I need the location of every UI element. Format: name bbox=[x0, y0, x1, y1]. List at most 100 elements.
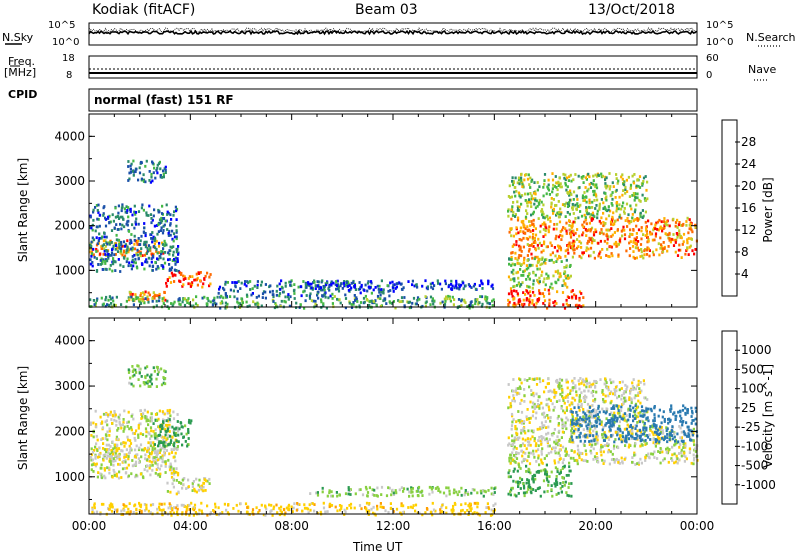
velocity-echo-cell bbox=[95, 462, 98, 466]
velocity-echo-cell bbox=[511, 399, 514, 403]
velocity-echo-cell bbox=[135, 371, 138, 374]
power-echo-cell bbox=[150, 237, 153, 240]
power-echo-cell bbox=[542, 185, 545, 189]
power-echo-cell bbox=[140, 177, 143, 181]
power-echo-cell bbox=[98, 213, 101, 217]
velocity-echo-cell bbox=[557, 423, 560, 427]
velocity-echo-cell bbox=[94, 456, 97, 460]
power-echo-cell bbox=[615, 188, 618, 192]
power-echo-cell bbox=[508, 257, 511, 261]
velocity-echo-cell bbox=[103, 467, 106, 470]
velocity-echo-cell bbox=[328, 491, 331, 495]
power-echo-cell bbox=[162, 302, 165, 305]
velocity-echo-cell bbox=[660, 426, 663, 429]
velocity-echo-cell bbox=[152, 459, 155, 463]
power-echo-cell bbox=[109, 239, 112, 243]
power-echo-cell bbox=[144, 245, 147, 249]
power-echo-cell bbox=[520, 283, 523, 286]
power-echo-cell bbox=[629, 247, 632, 250]
power-echo-cell bbox=[596, 209, 599, 213]
power-echo-cell bbox=[507, 292, 511, 296]
velocity-echo-cell bbox=[582, 428, 585, 431]
velocity-echo-cell bbox=[648, 433, 651, 437]
velocity-echo-cell bbox=[411, 490, 414, 494]
velocity-echo-cell bbox=[156, 437, 159, 441]
power-echo-cell bbox=[639, 211, 642, 215]
velocity-echo-cell bbox=[193, 487, 196, 491]
power-echo-cell bbox=[135, 252, 138, 256]
power-echo-cell bbox=[89, 262, 92, 266]
velocity-echo-cell bbox=[176, 420, 179, 423]
power-echo-cell bbox=[561, 228, 564, 232]
velocity-echo-cell bbox=[510, 424, 514, 427]
power-echo-cell bbox=[526, 284, 529, 288]
power-echo-cell bbox=[462, 281, 465, 285]
velocity-echo-cell bbox=[592, 410, 595, 414]
power-echo-cell bbox=[154, 294, 157, 298]
velocity-echo-cell bbox=[638, 390, 641, 394]
velocity-echo-cell bbox=[564, 424, 567, 427]
power-echo-cell bbox=[98, 237, 101, 240]
power-echo-cell bbox=[103, 231, 106, 235]
power-echo-cell bbox=[622, 201, 625, 205]
velocity-echo-cell bbox=[227, 503, 230, 506]
velocity-echo-cell bbox=[214, 502, 217, 506]
velocity-echo-cell bbox=[168, 423, 171, 427]
velocity-echo-cell bbox=[149, 375, 152, 379]
power-echo-cell bbox=[578, 240, 581, 243]
velocity-echo-cell bbox=[137, 457, 140, 461]
power-echo-cell bbox=[560, 185, 563, 189]
power-echo-cell bbox=[416, 299, 419, 302]
velocity-echo-cell bbox=[123, 453, 126, 457]
power-echo-cell bbox=[522, 222, 525, 226]
power-echo-cell bbox=[655, 248, 658, 252]
velocity-echo-cell bbox=[624, 383, 627, 387]
power-echo-cell bbox=[96, 297, 99, 301]
velocity-echo-cell bbox=[204, 489, 207, 492]
velocity-echo-cell bbox=[470, 491, 473, 495]
velocity-echo-cell bbox=[487, 506, 490, 509]
power-echo-cell bbox=[642, 180, 645, 183]
power-echo-cell bbox=[667, 233, 670, 237]
power-echo-cell bbox=[233, 281, 236, 284]
velocity-echo-cell bbox=[168, 425, 171, 429]
power-echo-cell bbox=[654, 227, 657, 231]
velocity-echo-cell bbox=[149, 385, 152, 388]
power-echo-cell bbox=[113, 253, 116, 257]
power-echo-cell bbox=[562, 279, 565, 283]
power-echo-cell bbox=[516, 293, 520, 297]
velocity-echo-cell bbox=[160, 464, 163, 468]
power-echo-cell bbox=[111, 269, 114, 273]
velocity-echo-cell bbox=[99, 472, 102, 476]
velocity-echo-cell bbox=[637, 399, 640, 403]
power-echo-cell bbox=[585, 249, 588, 253]
velocity-echo-cell bbox=[164, 377, 167, 380]
power-echo-cell bbox=[148, 264, 151, 268]
velocity-echo-cell bbox=[547, 425, 550, 429]
velocity-echo-cell bbox=[167, 506, 170, 510]
power-echo-cell bbox=[146, 247, 149, 250]
power-echo-cell bbox=[525, 298, 528, 302]
power-echo-cell bbox=[646, 197, 649, 201]
power-echo-cell bbox=[164, 241, 167, 245]
velocity-echo-cell bbox=[439, 508, 442, 511]
velocity-echo-cell bbox=[114, 443, 117, 447]
velocity-echo-cell bbox=[188, 508, 191, 511]
velocity-echo-cell bbox=[293, 502, 296, 506]
velocity-echo-cell bbox=[156, 507, 159, 511]
power-echo-cell bbox=[134, 220, 137, 224]
power-echo-cell bbox=[531, 237, 534, 241]
velocity-echo-cell bbox=[587, 389, 590, 393]
power-echo-cell bbox=[132, 173, 135, 177]
power-echo-cell bbox=[586, 189, 589, 193]
power-echo-cell bbox=[559, 272, 562, 276]
power-echo-cell bbox=[631, 194, 634, 197]
power-echo-cell bbox=[148, 204, 151, 208]
power-echo-cell bbox=[161, 212, 164, 215]
power-echo-cell bbox=[289, 283, 292, 287]
power-echo-cell bbox=[661, 247, 664, 251]
velocity-echo-cell bbox=[445, 486, 448, 490]
velocity-echo-cell bbox=[553, 405, 556, 409]
power-echo-cell bbox=[630, 220, 633, 223]
power-echo-cell bbox=[585, 178, 588, 181]
